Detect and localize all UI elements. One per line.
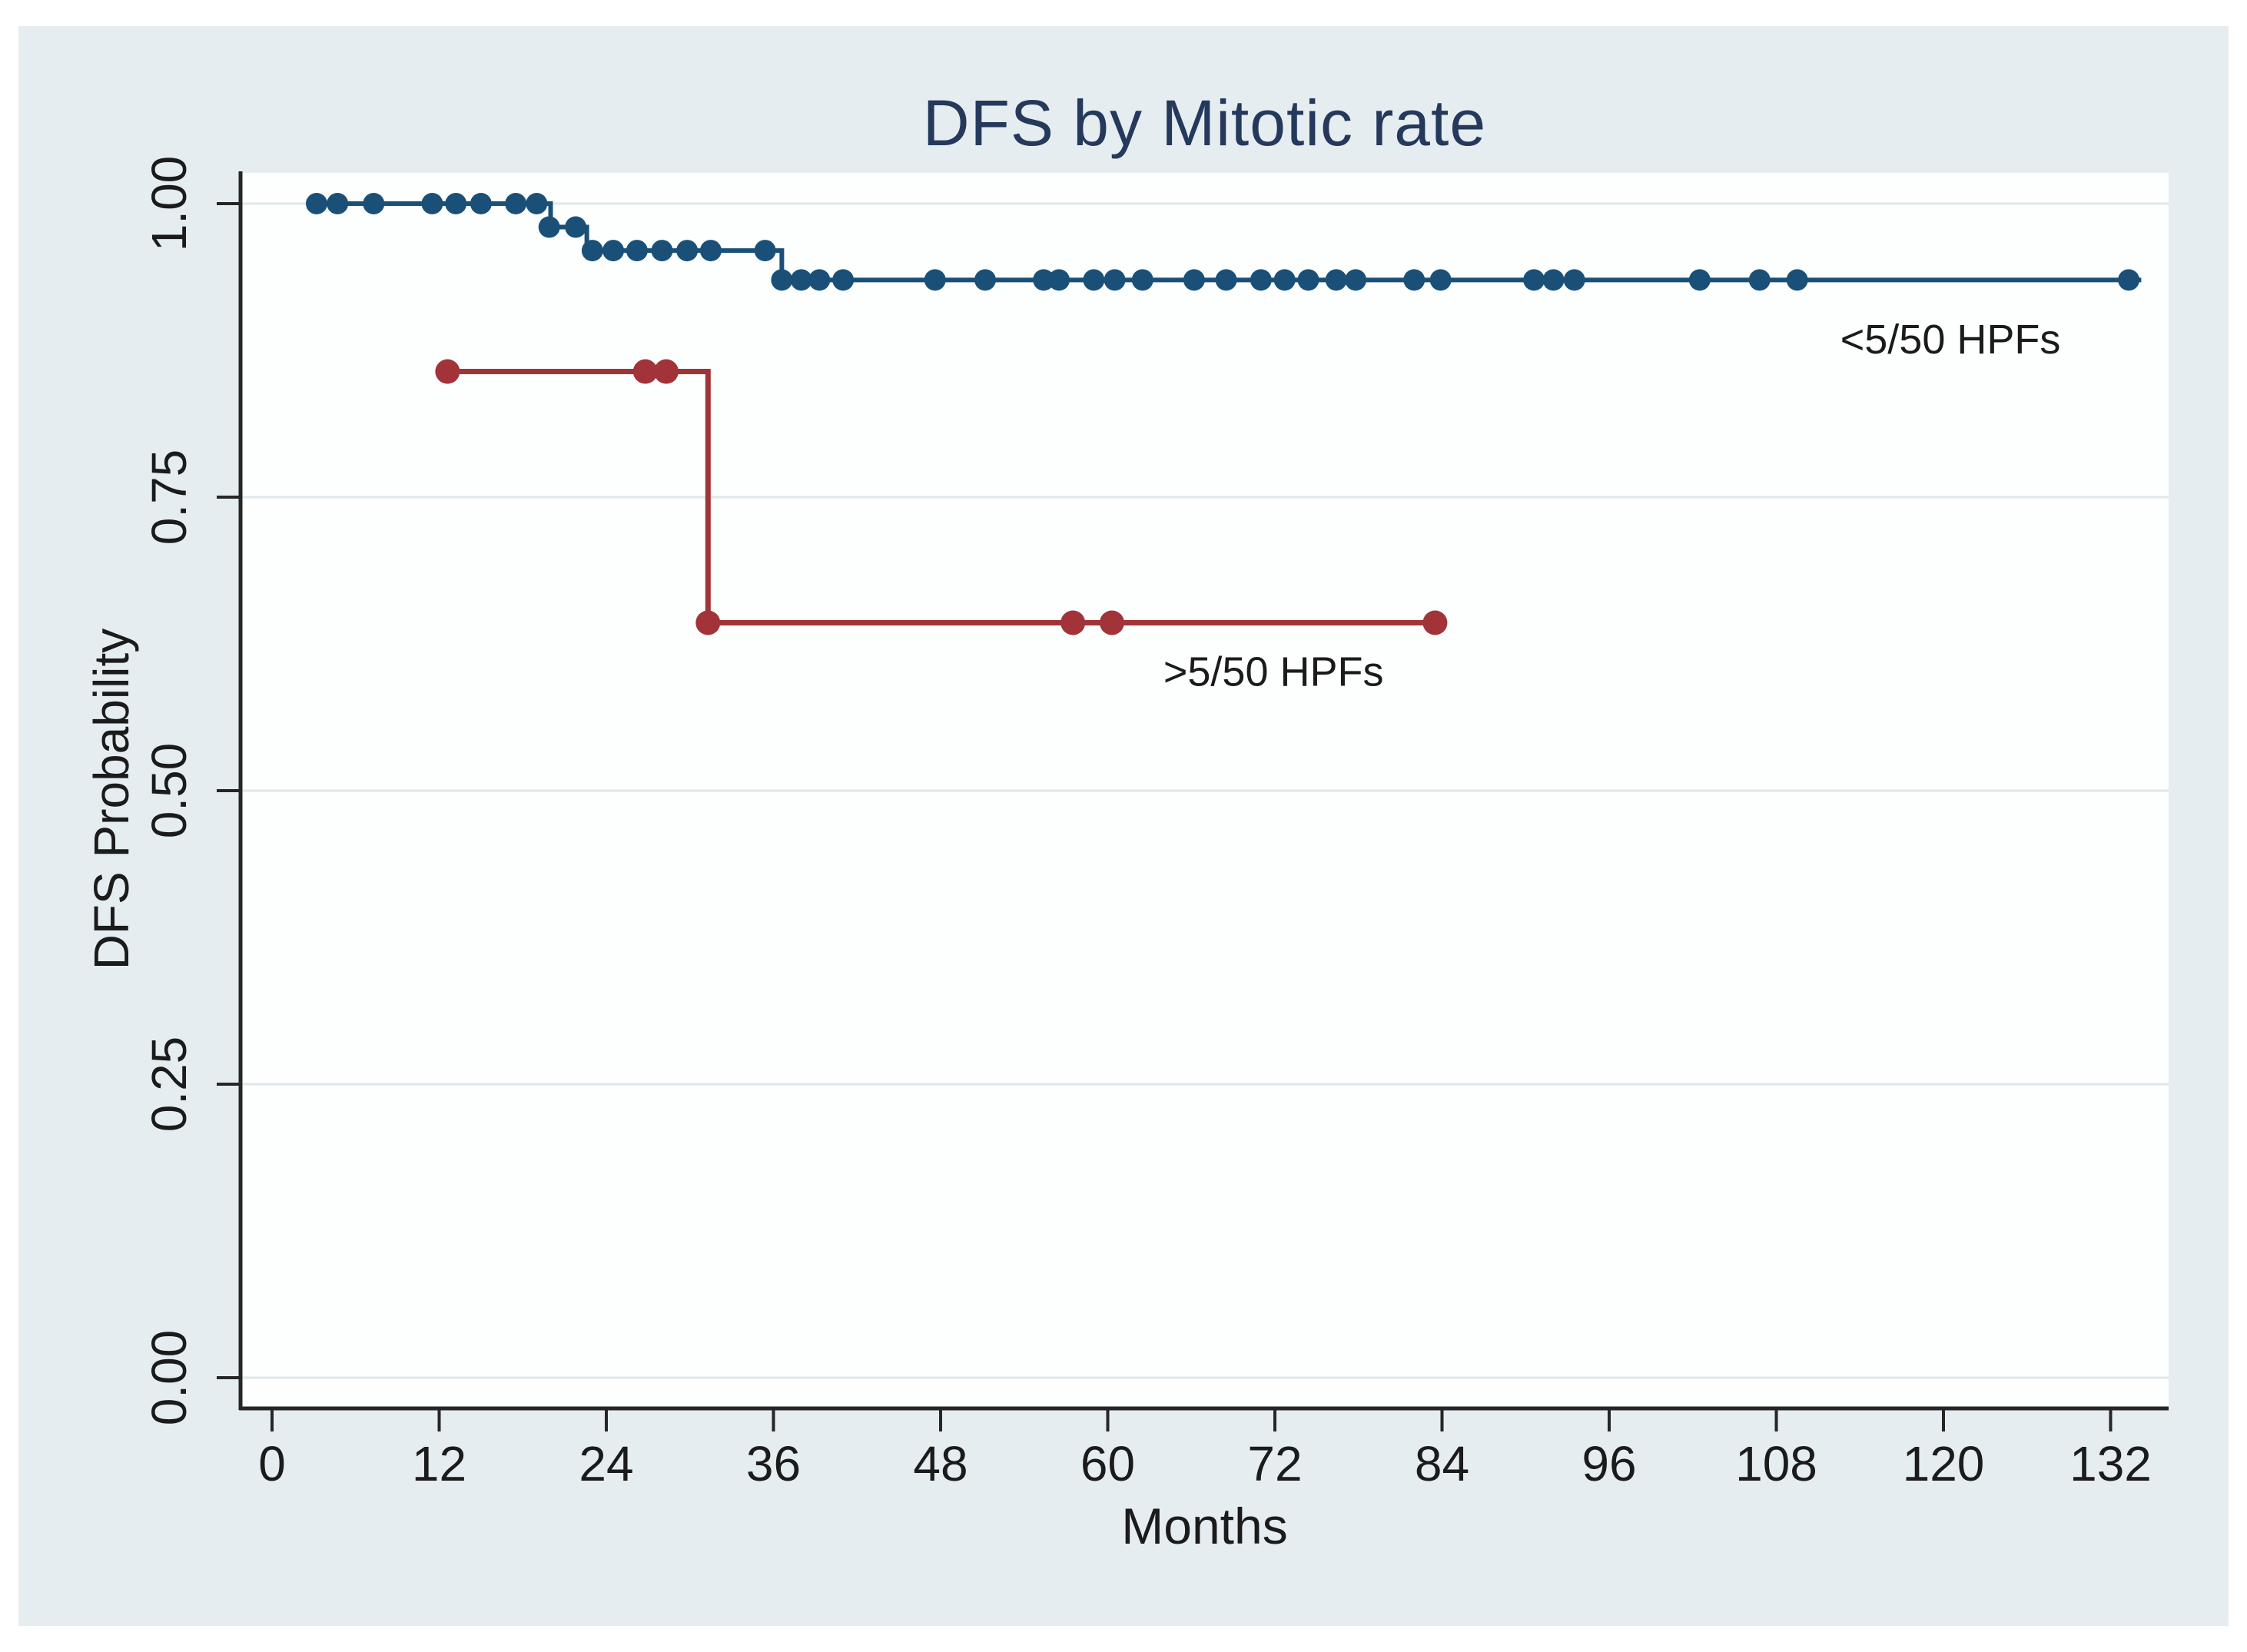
x-tick-label: 0 [258, 1436, 286, 1491]
censor-mark [445, 193, 467, 214]
censor-mark [695, 610, 721, 635]
censor-mark [526, 193, 548, 214]
y-tick-label: 0.25 [141, 1037, 197, 1133]
censor-mark [1786, 269, 1808, 291]
censor-mark [1297, 269, 1319, 291]
censor-mark [602, 240, 625, 262]
censor-mark [1542, 269, 1565, 291]
x-axis-title: Months [1121, 1498, 1288, 1554]
censor-mark [1099, 610, 1124, 635]
censor-mark [632, 359, 658, 384]
censor-mark [1748, 269, 1771, 291]
censor-mark [565, 216, 587, 238]
censor-mark [832, 269, 855, 291]
censor-mark [924, 269, 946, 291]
censor-mark [327, 193, 349, 214]
censor-mark [1273, 269, 1296, 291]
censor-mark [1523, 269, 1545, 291]
series-label: >5/50 HPFs [1163, 649, 1384, 695]
x-tick-label: 132 [2069, 1436, 2152, 1491]
series-label: <5/50 HPFs [1840, 317, 2061, 363]
censor-mark [1422, 610, 1448, 635]
y-axis-title: DFS Probability [84, 628, 139, 970]
censor-mark [626, 240, 648, 262]
censor-mark [1429, 269, 1452, 291]
x-tick-label: 96 [1582, 1436, 1636, 1491]
censor-mark [676, 240, 699, 262]
censor-mark [1250, 269, 1272, 291]
censor-mark [1563, 269, 1585, 291]
x-tick-label: 60 [1080, 1436, 1135, 1491]
censor-mark [790, 269, 812, 291]
censor-mark [538, 216, 560, 238]
censor-mark [808, 269, 831, 291]
censor-mark [754, 240, 776, 262]
x-tick-label: 108 [1735, 1436, 1817, 1491]
y-tick-label: 1.00 [141, 156, 197, 252]
censor-mark [1345, 269, 1367, 291]
censor-mark [581, 240, 603, 262]
x-tick-label: 48 [913, 1436, 968, 1491]
censor-mark [306, 193, 327, 214]
y-tick-label: 0.00 [141, 1330, 197, 1426]
censor-mark [653, 359, 679, 384]
censor-mark [974, 269, 996, 291]
x-tick-label: 24 [579, 1436, 633, 1491]
censor-mark [1183, 269, 1205, 291]
censor-mark [1033, 269, 1055, 291]
chart-title: DFS by Mitotic rate [922, 87, 1487, 159]
censor-mark [1048, 269, 1070, 291]
censor-mark [421, 193, 443, 214]
censor-mark [1060, 610, 1086, 635]
censor-mark [1083, 269, 1105, 291]
censor-mark [1215, 269, 1237, 291]
censor-mark [1104, 269, 1126, 291]
x-tick-label: 36 [746, 1436, 801, 1491]
censor-mark [2118, 269, 2140, 291]
censor-mark [651, 240, 673, 262]
censor-mark [1688, 269, 1711, 291]
x-tick-label: 12 [412, 1436, 466, 1491]
censor-mark [699, 240, 722, 262]
censor-mark [1325, 269, 1347, 291]
x-tick-label: 120 [1903, 1436, 1985, 1491]
y-tick-label: 0.75 [141, 449, 197, 546]
x-tick-label: 72 [1247, 1436, 1302, 1491]
censor-mark [470, 193, 492, 214]
y-tick-label: 0.50 [141, 743, 197, 839]
censor-mark [1403, 269, 1426, 291]
censor-mark [505, 193, 527, 214]
x-tick-label: 84 [1415, 1436, 1469, 1491]
censor-mark [363, 193, 385, 214]
censor-mark [435, 359, 460, 384]
censor-mark [771, 269, 793, 291]
censor-mark [1131, 269, 1153, 291]
